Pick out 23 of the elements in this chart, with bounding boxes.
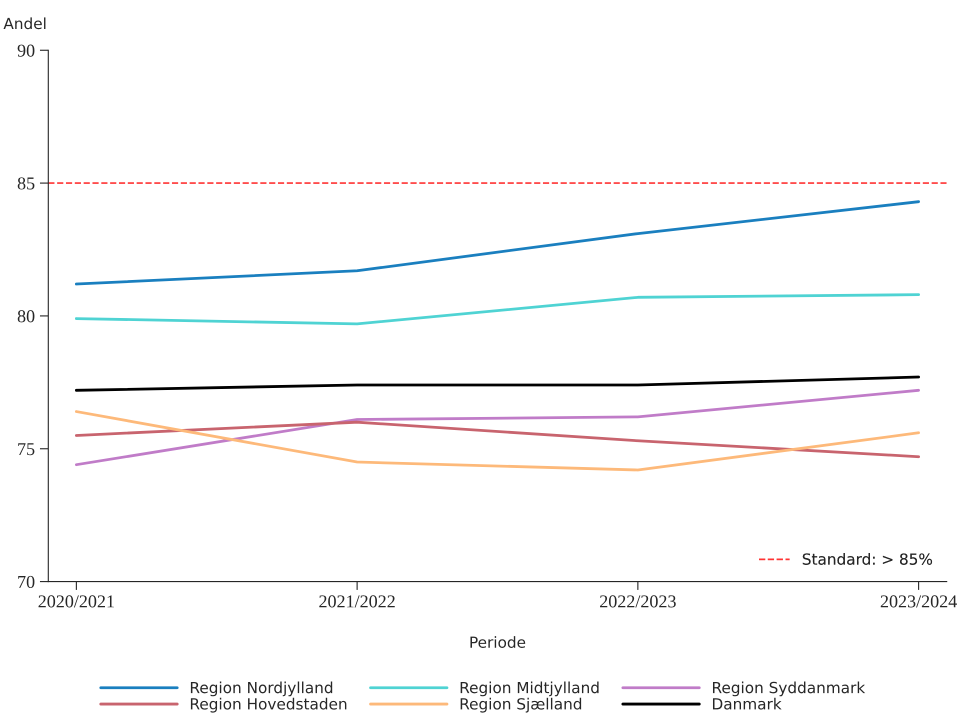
- y-tick-label: 90: [18, 44, 34, 57]
- legend-label: Region Sjælland: [460, 698, 582, 713]
- legend-label: Standard: > 85%: [802, 553, 932, 565]
- legend-label: Region Nordjylland: [190, 681, 332, 696]
- legend-label: Region Hovedstaden: [190, 698, 346, 713]
- line-series: [74, 388, 920, 466]
- x-tick-label: 2023/2024: [880, 595, 957, 608]
- y-tick-label: 75: [18, 443, 34, 456]
- x-axis-title: Periode: [470, 636, 526, 648]
- line-series: [74, 200, 920, 286]
- y-tick-label: 85: [18, 177, 34, 190]
- line-series: [74, 410, 920, 472]
- x-tick-label: 2022/2023: [600, 595, 676, 608]
- x-tick-label: 2021/2022: [319, 595, 395, 608]
- line-series: [74, 420, 920, 458]
- y-tick-label: 70: [18, 576, 34, 588]
- y-tick-label: 80: [18, 310, 34, 322]
- line-series: [74, 293, 920, 326]
- legend-label: Region Syddanmark: [712, 681, 866, 696]
- legend-label: Region Midtjylland: [460, 681, 599, 696]
- y-axis-title: Andel: [4, 17, 46, 30]
- x-tick-label: 2020/2021: [38, 595, 114, 608]
- legend-label: Danmark: [712, 698, 782, 710]
